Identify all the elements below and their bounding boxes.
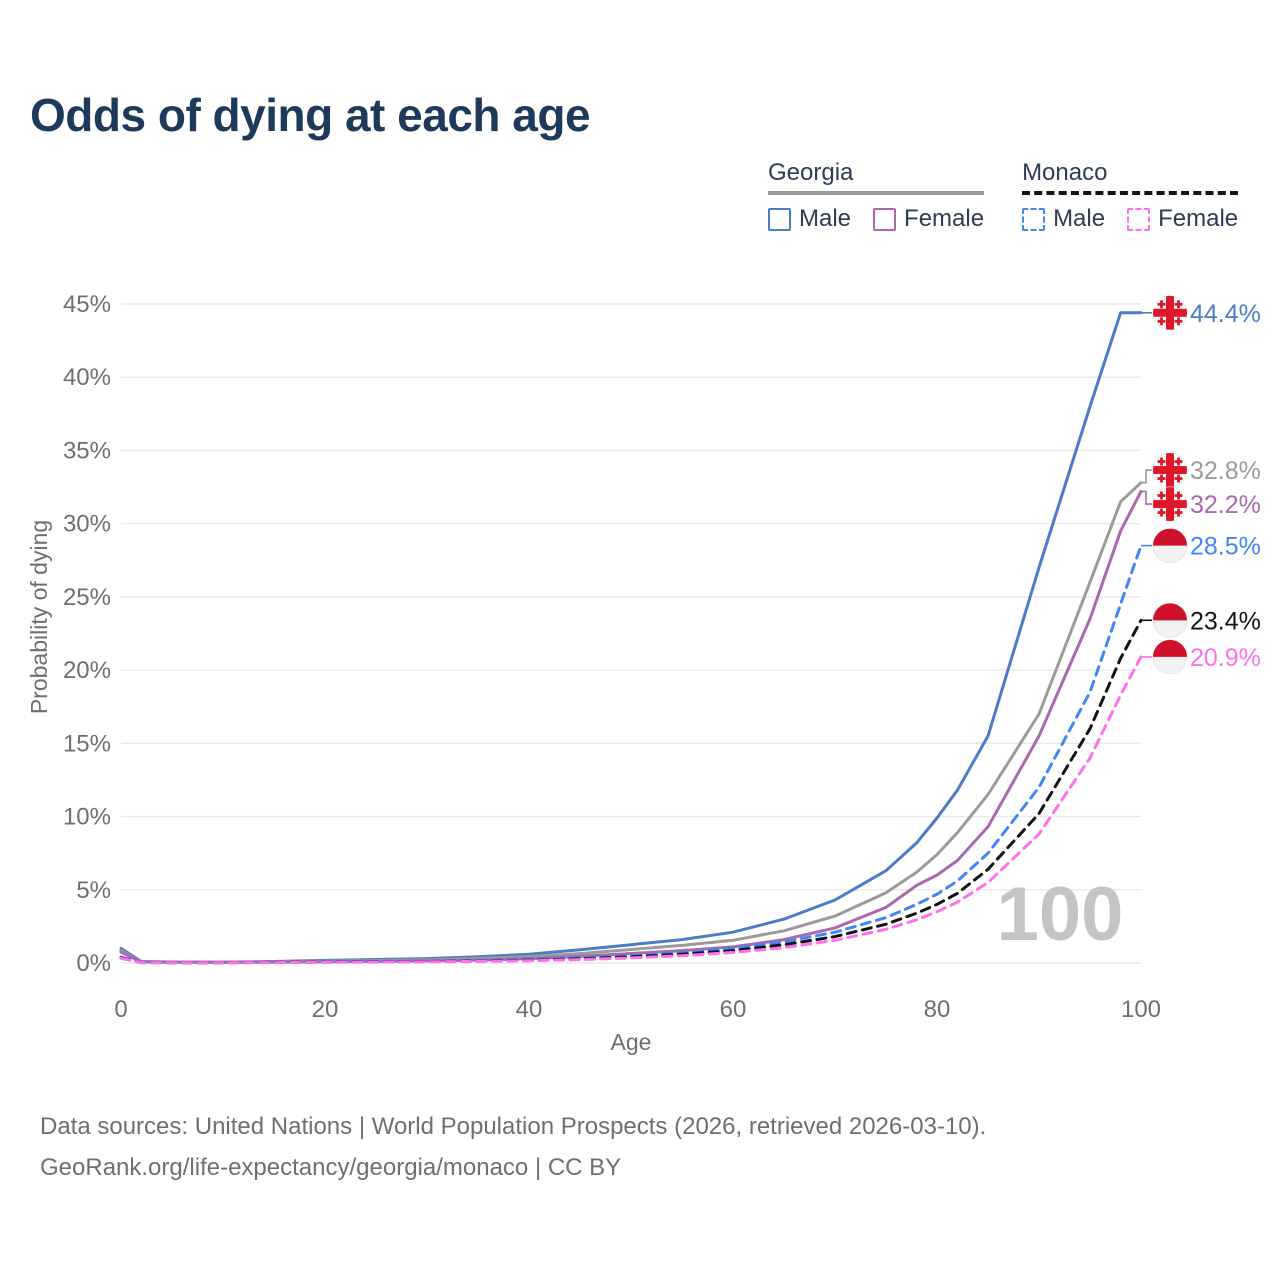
footer: Data sources: United Nations | World Pop… — [40, 1106, 986, 1188]
x-axis-tick-label: 80 — [924, 996, 951, 1023]
monaco-flag-icon — [1152, 528, 1188, 564]
x-axis-tick-label: 60 — [720, 996, 747, 1023]
series-curve-georgia-female — [119, 489, 1143, 964]
legend-item-georgia-male[interactable]: Male — [768, 205, 851, 233]
legend: Georgia Male Female Monaco Male Female — [768, 159, 1239, 233]
legend-key-swatch-icon — [1022, 207, 1046, 231]
legend-group-monaco: Monaco Male Female — [1022, 159, 1239, 233]
y-axis-tick-label: 35% — [63, 437, 111, 464]
monaco-flag-icon — [1152, 602, 1188, 638]
page-title: Odds of dying at each age — [30, 89, 591, 141]
y-axis-tick-label: 25% — [63, 584, 111, 611]
legend-key-swatch-icon — [873, 207, 897, 231]
series-curve-monaco-both — [119, 618, 1143, 965]
legend-linestyle-sample — [1022, 191, 1239, 196]
georgia-flag-icon — [1152, 452, 1188, 488]
watermark-age-label: 100 — [997, 872, 1124, 957]
legend-item-label: Female — [904, 205, 985, 233]
series-curve-georgia-male — [119, 311, 1143, 964]
y-axis-tick-label: 40% — [63, 364, 111, 391]
y-axis-tick-label: 20% — [63, 657, 111, 684]
x-axis-title: Age — [611, 1029, 652, 1055]
y-axis-tick-label: 5% — [76, 877, 111, 904]
end-label-leader — [1141, 469, 1152, 484]
y-axis-tick-label: 30% — [63, 511, 111, 538]
legend-item-monaco-female[interactable]: Female — [1127, 205, 1238, 233]
legend-group-georgia: Georgia Male Female — [768, 159, 985, 233]
y-axis-title: Probability of dying — [26, 520, 52, 714]
legend-key-swatch-icon — [1127, 207, 1151, 231]
legend-item-label: Female — [1158, 205, 1239, 233]
legend-country-label: Georgia — [768, 159, 854, 186]
end-label-leader — [1141, 490, 1152, 505]
series-curve-monaco-female — [119, 655, 1143, 965]
legend-item-label: Male — [799, 205, 852, 233]
series-curve-monaco-male — [119, 544, 1143, 965]
end-value-label-monaco-female: 20.9% — [1190, 644, 1261, 672]
legend-key-swatch-icon — [768, 207, 791, 231]
legend-item-georgia-female[interactable]: Female — [873, 205, 984, 233]
y-axis-tick-label: 45% — [63, 291, 111, 318]
footer-attribution: GeoRank.org/life-expectancy/georgia/mona… — [40, 1154, 622, 1181]
x-axis-tick-label: 0 — [114, 996, 127, 1023]
georgia-flag-icon — [1152, 486, 1188, 522]
end-value-label-georgia-both: 32.8% — [1190, 457, 1261, 485]
footer-data-sources: Data sources: United Nations | World Pop… — [40, 1113, 987, 1140]
y-axis-tick-label: 10% — [63, 804, 111, 831]
legend-item-monaco-male[interactable]: Male — [1022, 205, 1105, 233]
legend-linestyle-sample — [768, 191, 985, 196]
legend-country-label: Monaco — [1022, 159, 1108, 186]
georgia-flag-icon — [1152, 295, 1188, 331]
monaco-flag-icon — [1152, 639, 1188, 675]
y-axis-tick-label: 0% — [76, 950, 111, 977]
x-axis-tick-label: 40 — [516, 996, 543, 1023]
end-value-label-monaco-both: 23.4% — [1190, 607, 1261, 635]
x-axis-tick-label: 100 — [1121, 996, 1161, 1023]
end-value-label-georgia-female: 32.2% — [1190, 491, 1261, 519]
y-axis-tick-label: 15% — [63, 730, 111, 757]
legend-item-label: Male — [1053, 205, 1106, 233]
x-axis-tick-label: 20 — [312, 996, 339, 1023]
end-value-label-monaco-male: 28.5% — [1190, 533, 1261, 561]
end-value-label-georgia-male: 44.4% — [1190, 300, 1261, 328]
